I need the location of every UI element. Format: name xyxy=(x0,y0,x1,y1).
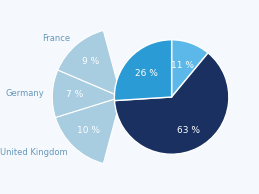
Text: 7 %: 7 % xyxy=(66,90,83,99)
Text: 9 %: 9 % xyxy=(82,57,99,66)
Text: United Kingdom: United Kingdom xyxy=(0,148,68,157)
Text: 63 %: 63 % xyxy=(177,126,200,135)
Wedge shape xyxy=(58,30,121,97)
Wedge shape xyxy=(114,53,229,154)
Text: 11 %: 11 % xyxy=(171,61,194,70)
Text: France: France xyxy=(42,34,71,43)
Wedge shape xyxy=(172,40,208,97)
Text: Germany: Germany xyxy=(5,89,44,98)
Wedge shape xyxy=(52,70,121,118)
Text: 26 %: 26 % xyxy=(135,69,158,78)
Wedge shape xyxy=(55,97,121,164)
Text: 10 %: 10 % xyxy=(77,126,100,135)
Wedge shape xyxy=(114,40,172,101)
